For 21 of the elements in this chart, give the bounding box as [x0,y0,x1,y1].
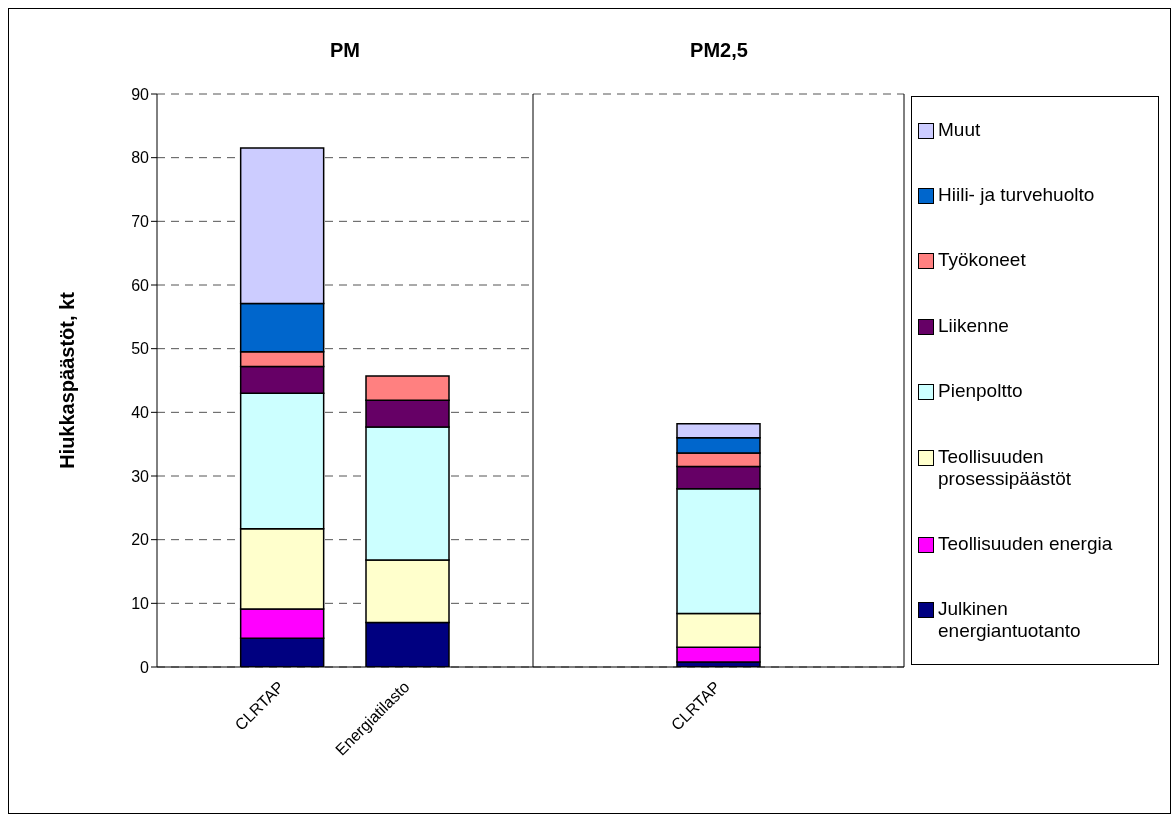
y-tick-label: 90 [131,85,150,103]
y-tick-label: 80 [131,149,150,167]
y-tick-label: 60 [131,276,150,294]
y-tick-label: 20 [131,531,150,549]
y-tick-label: 0 [140,658,150,676]
y-tick-label: 70 [131,213,150,231]
chart-title: PM [329,39,361,62]
legend-label: Työkoneet [938,249,1026,272]
y-tick-label: 50 [131,340,150,358]
legend-label: Teollisuuden prosessipäästöt [938,445,1073,490]
legend-label: Liikenne [938,314,1009,337]
y-tick-label: 40 [131,404,150,422]
legend-label: Julkinen energiantuotanto [938,598,1082,643]
chart-title: PM2,5 [689,39,749,62]
y-axis-title: Hiukkaspäästöt, kt [56,291,79,469]
y-tick-label: 30 [131,467,150,485]
y-tick-label: 10 [131,595,150,613]
legend-label: Hiili- ja turvehuolto [938,184,1095,207]
legend-label: Pienpoltto [938,380,1023,403]
legend-label: Muut [938,118,981,141]
legend-label: Teollisuuden energia [938,532,1113,555]
